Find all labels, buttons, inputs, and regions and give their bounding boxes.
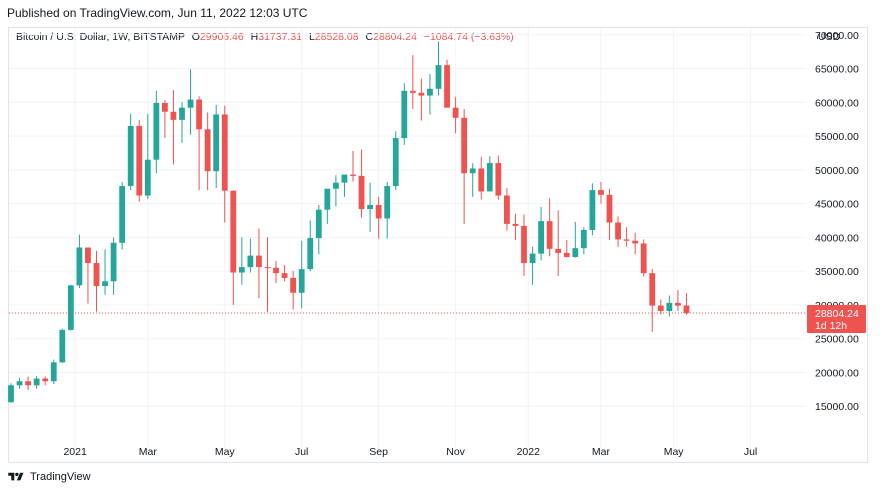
symbol-name: Bitcoin / U.S. Dollar, 1W, BITSTAMP (16, 31, 185, 43)
chart-area[interactable] (8, 27, 868, 463)
open-value: 29905.46 (199, 31, 244, 43)
close-key: C (365, 31, 374, 43)
open-key: O (191, 31, 200, 43)
brand-footer[interactable]: TradingView (8, 471, 91, 483)
close-value: 28804.24 (373, 31, 417, 43)
currency-label: USD (818, 31, 841, 43)
high-value: 31737.31 (258, 31, 303, 43)
published-note: Published on TradingView.com, Jun 11, 20… (7, 6, 308, 20)
high-key: H (250, 31, 259, 43)
tradingview-logo-icon (8, 472, 24, 481)
low-key: L (308, 31, 315, 43)
symbol-legend: Bitcoin / U.S. Dollar, 1W, BITSTAMP O299… (16, 31, 514, 43)
brand-name: TradingView (30, 471, 91, 483)
low-value: 28528.08 (314, 31, 359, 43)
change-value: −1084.74 (−3.63%) (423, 31, 514, 43)
